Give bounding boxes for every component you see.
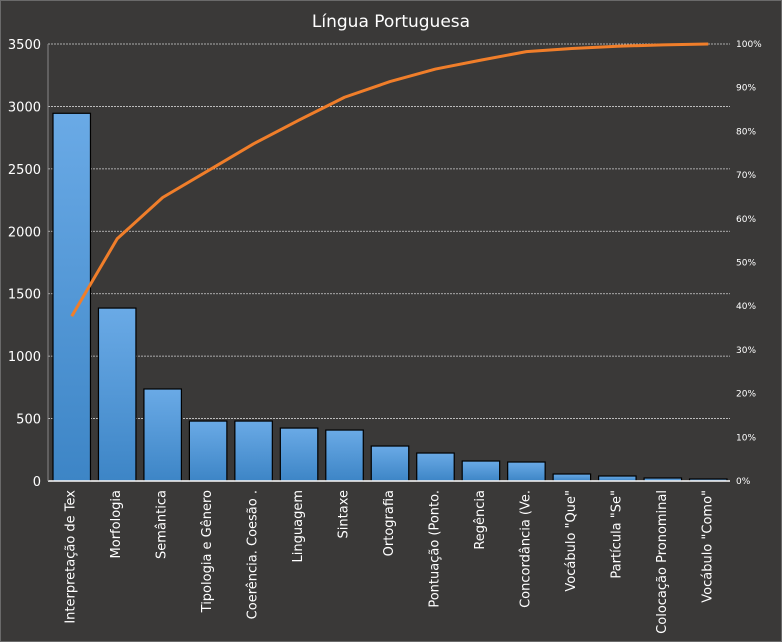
y-tick-label: 2000 — [8, 225, 41, 240]
x-tick-label: Semântica — [155, 490, 170, 559]
y2-tick-label: 50% — [736, 259, 756, 269]
x-tick-label: Tipologia e Gênero — [200, 490, 215, 613]
y2-tick-label: 70% — [736, 171, 756, 181]
bar — [370, 445, 410, 482]
bar — [188, 420, 228, 482]
y2-tick-label: 30% — [736, 346, 756, 356]
bar — [507, 461, 546, 482]
bar — [97, 307, 137, 482]
x-tick-label: Vocábulo "Como" — [700, 490, 715, 603]
x-tick-label: Regência — [473, 490, 488, 550]
y2-tick-label: 20% — [736, 390, 756, 400]
y-tick-label: 500 — [16, 413, 41, 428]
y2-tick-label: 10% — [736, 433, 756, 443]
cumulative-line — [70, 42, 709, 317]
bar — [325, 429, 364, 482]
x-tick-label: Partícula "Se" — [609, 490, 624, 579]
bar — [234, 420, 273, 482]
y2-tick-label: 100% — [736, 40, 762, 50]
bar — [143, 388, 183, 482]
x-tick-label: Linguagem — [291, 490, 306, 562]
y2-tick-label: 90% — [736, 84, 756, 94]
bar — [52, 112, 92, 482]
x-tick-label: Sintaxe — [337, 490, 352, 538]
bar — [461, 460, 501, 482]
x-tick-label: Coerência. Coesão . — [246, 490, 261, 619]
y-tick-label: 1000 — [8, 350, 41, 365]
y-tick-label: 0 — [33, 475, 41, 490]
y2-tick-label: 40% — [736, 302, 756, 312]
x-tick-label: Pontuação (Ponto. — [427, 490, 442, 608]
chart-title: Língua Portuguesa — [312, 12, 470, 32]
bar — [279, 427, 319, 482]
x-tick-label: Morfologia — [109, 490, 124, 558]
x-tick-label: Concordância (Ve. — [518, 490, 533, 608]
bar — [416, 452, 455, 482]
x-tick-label: Interpretação de Tex — [64, 490, 79, 624]
y2-tick-label: 80% — [736, 127, 756, 137]
x-tick-label: Colocação Pronominal — [655, 490, 670, 634]
bar — [552, 473, 592, 482]
y2-tick-label: 0% — [736, 477, 751, 487]
y-tick-label: 2500 — [8, 163, 41, 178]
y-tick-label: 3000 — [8, 100, 41, 115]
y2-tick-label: 60% — [736, 215, 756, 225]
x-tick-label: Vocábulo "Que" — [564, 490, 579, 592]
x-tick-label: Ortografia — [382, 490, 397, 556]
y-tick-label: 1500 — [8, 288, 41, 303]
y-tick-label: 3500 — [8, 38, 41, 53]
